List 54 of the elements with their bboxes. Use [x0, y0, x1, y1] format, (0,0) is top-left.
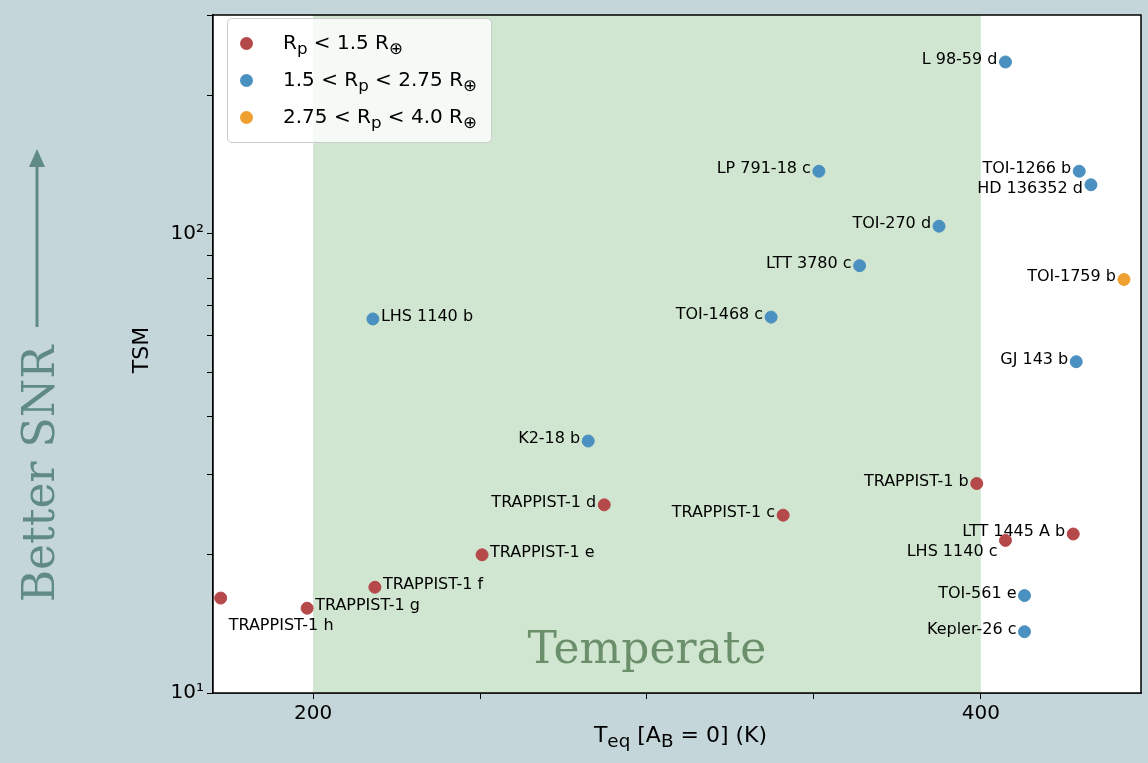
point: [475, 548, 489, 562]
point: [932, 219, 946, 233]
point: [597, 498, 611, 512]
data-label: LP 791-18 c: [716, 158, 811, 178]
point: [1066, 527, 1080, 541]
data-label: LTT 1445 A b: [962, 521, 1066, 541]
data-label: LHS 1140 c: [906, 541, 998, 561]
data-label: TRAPPIST-1 h: [227, 615, 334, 635]
data-label: TOI-270 d: [851, 213, 932, 233]
data-label: TRAPPIST-1 e: [489, 541, 595, 561]
data-label: TRAPPIST-1 c: [670, 502, 776, 522]
point: [1084, 178, 1098, 192]
point: [1018, 625, 1031, 639]
legend-label: 2.75 < R$_{p}$ < 4.0 R$_{⊕}$: [283, 103, 477, 132]
data-label: LHS 1140 b: [380, 305, 474, 325]
point: [368, 580, 382, 594]
data-label: GJ 143 b: [1000, 348, 1069, 368]
x-tick-label: 200: [294, 700, 333, 725]
point: [776, 508, 790, 522]
data-label: LTT 3780 c: [765, 252, 852, 272]
point: [214, 591, 228, 605]
y-axis-title: TSM: [127, 326, 153, 374]
y-tick-label: 10¹: [170, 679, 204, 704]
point: [1018, 589, 1031, 603]
x-tick-label: 400: [961, 700, 1000, 725]
point: [998, 55, 1012, 69]
data-label: K2-18 b: [518, 428, 581, 448]
data-label: TOI-561 e: [937, 582, 1017, 602]
data-label: TRAPPIST-1 g: [314, 595, 420, 615]
point: [300, 601, 314, 615]
data-label: HD 136352 d: [977, 178, 1083, 198]
point: [1069, 355, 1083, 369]
data-label: TRAPPIST-1 f: [381, 574, 484, 594]
point: [1072, 164, 1086, 178]
point: [970, 477, 984, 491]
point: [1117, 272, 1131, 286]
data-label: TRAPPIST-1 b: [862, 470, 969, 490]
x-axis-title: T$_{eq}$ [A$_{B}$ = 0] (K): [593, 722, 768, 752]
legend-label: 1.5 < R$_{p}$ < 2.75 R$_{⊕}$: [283, 66, 477, 95]
legend-label: R$_{p}$ < 1.5 R$_{⊕}$: [283, 29, 403, 58]
data-label: TOI-1468 c: [674, 304, 764, 324]
point: [812, 164, 826, 178]
text: Better SNR: [12, 345, 64, 603]
point: [366, 312, 380, 326]
data-label: TOI-1759 b: [1026, 266, 1116, 286]
data-label: TOI-1266 b: [981, 158, 1072, 178]
data-label: TRAPPIST-1 d: [490, 491, 597, 511]
point: [853, 259, 867, 273]
data-label: L 98-59 d: [921, 48, 998, 68]
y-tick-label: 10²: [170, 220, 204, 245]
band-label: Temperate: [527, 622, 767, 673]
point: [764, 310, 778, 324]
data-label: Kepler-26 c: [926, 618, 1017, 638]
point: [581, 434, 595, 448]
